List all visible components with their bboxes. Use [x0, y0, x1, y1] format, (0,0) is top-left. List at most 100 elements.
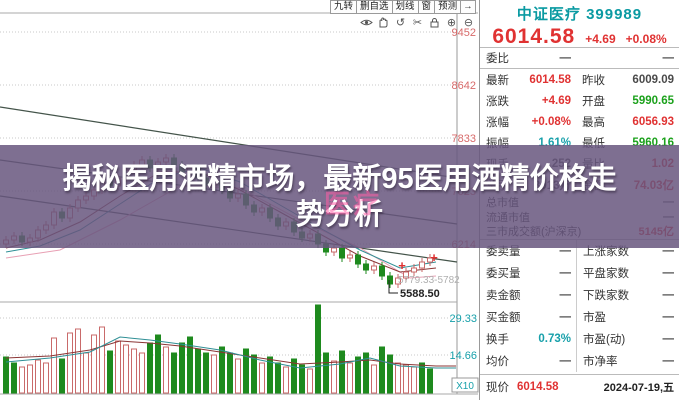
quote-cell: 涨跌 +4.69: [480, 90, 576, 111]
toolbar-button-3[interactable]: 划线: [391, 0, 419, 14]
field-value: —: [662, 310, 675, 323]
volume-bar: [203, 352, 209, 394]
volume-bar: [371, 364, 377, 394]
volume-bar: [379, 346, 385, 394]
caption-overlay: 揭秘医用酒精市场，最新95医用酒精价格走 势分析: [0, 145, 679, 248]
volume-bar: [147, 342, 153, 394]
quote-cell: 下跌家数 —: [576, 283, 679, 306]
quote-cell: 均价 —: [480, 350, 576, 372]
volume-ma-teal: [5, 336, 456, 369]
volume-unit-box: [451, 377, 479, 393]
zoom-in-icon[interactable]: ⊕: [446, 17, 457, 29]
field-value: 6056.93: [632, 115, 674, 128]
volume-bar: [283, 366, 289, 394]
field-value: —: [662, 266, 675, 279]
volume-bar: [115, 340, 121, 394]
candle: [355, 254, 361, 265]
volume-bar: [291, 358, 297, 394]
field-label: 上涨家数: [583, 245, 629, 258]
buy-signal-plus-marker: +: [430, 250, 438, 265]
toolbar-button-2[interactable]: 删自选: [356, 0, 393, 14]
volume-bar: [195, 348, 201, 394]
field-label: 卖金额: [486, 289, 521, 302]
field-value: —: [559, 52, 572, 64]
quote-cell: 买金额 —: [480, 306, 576, 328]
scissors-icon[interactable]: ✂: [412, 17, 423, 29]
volume-bar: [307, 368, 313, 394]
field-label: 市盈: [583, 311, 606, 324]
volume-bar: [107, 350, 113, 394]
quote-row: 均价 — 市净率 —: [480, 349, 679, 372]
quote-cell: 市净率 —: [576, 349, 679, 372]
lock-icon[interactable]: [428, 16, 441, 29]
volume-bar: [299, 364, 305, 394]
volume-bar: [339, 350, 345, 394]
kline-chart[interactable]: 9452864278337023621429.3314.66X105779.33…: [0, 0, 479, 400]
field-value: +4.69: [541, 94, 571, 107]
field-label: 委买量: [486, 267, 521, 280]
chart-toolbar: 九转 删自选 划线窗预测 →: [330, 0, 476, 14]
quote-row: 换手 0.73% 市盈(动) —: [480, 327, 679, 350]
volume-bar: [171, 352, 177, 394]
field-label: 涨幅: [486, 116, 509, 129]
volume-bar: [139, 352, 145, 394]
toolbar-button-5[interactable]: 预测: [434, 0, 462, 14]
volume-bar: [411, 366, 417, 394]
field-value: —: [662, 244, 675, 257]
toolbar-button-1[interactable]: 九转: [330, 0, 358, 14]
caption-line2: 势分析: [295, 198, 383, 231]
field-value: —: [662, 288, 675, 301]
field-value: 6009.09: [632, 73, 674, 86]
quote-row: 买金额 — 市盈 —: [480, 305, 679, 328]
volume-bar: [43, 362, 49, 394]
quote-row: 涨幅 +0.08% 最高 6056.93: [480, 111, 679, 132]
index-name-code: 中证医疗 399989: [480, 0, 679, 24]
volume-bar: [91, 334, 97, 394]
field-label: 昨收: [582, 74, 605, 87]
field-label: 开盘: [582, 95, 605, 108]
field-label: 平盘家数: [583, 267, 629, 280]
volume-bar: [35, 359, 41, 394]
toolbar-button-4[interactable]: 窗: [417, 0, 436, 14]
quote-cell: 卖金额 —: [480, 284, 576, 306]
field-value: —: [559, 288, 572, 301]
quote-cell: 最新 6014.58: [480, 69, 576, 90]
field-value: —: [559, 266, 572, 279]
quote-cell: —: [576, 48, 679, 68]
candle: [395, 277, 401, 285]
volume-bar: [403, 364, 409, 394]
quote-cell: 平盘家数 —: [576, 261, 679, 284]
field-value: 6014.58: [529, 73, 571, 86]
price-change-pct: +0.08%: [625, 32, 667, 46]
volume-bar: [163, 346, 169, 394]
field-label: 市盈(动): [583, 333, 626, 346]
volume-bar: [67, 332, 73, 394]
quote-cell: 涨幅 +0.08%: [480, 111, 576, 132]
eye-icon[interactable]: [360, 16, 373, 29]
volume-bar: [59, 358, 65, 394]
field-label: 委卖量: [486, 245, 521, 258]
volume-bar: [211, 354, 217, 394]
hand-icon[interactable]: [377, 16, 390, 29]
collapse-panel-arrow-icon[interactable]: →: [460, 0, 476, 14]
price-change: +4.69: [585, 32, 616, 46]
field-value: —: [559, 244, 572, 257]
volume-bar: [251, 354, 257, 394]
price-row: 6014.58 +4.69 +0.08%: [480, 25, 679, 49]
quote-footer: 现价 6014.58 2024-07-19,五: [480, 374, 679, 398]
volume-bar: [187, 336, 193, 394]
quote-cell: 委卖量 —: [480, 240, 576, 262]
undo-icon[interactable]: ↺: [395, 17, 406, 29]
trade-date: 2024-07-19,五: [603, 381, 674, 394]
candle: [363, 263, 369, 271]
field-value: —: [559, 354, 572, 367]
volume-bar: [267, 356, 273, 394]
volume-bar: [123, 344, 129, 394]
zoom-out-icon[interactable]: ⊖: [463, 17, 474, 29]
volume-axis-label: 14.66: [449, 350, 477, 362]
volume-axis-label: 29.33: [449, 313, 477, 325]
quote-row: 卖金额 — 下跌家数 —: [480, 283, 679, 306]
volume-bar: [19, 366, 25, 394]
candle: [331, 247, 337, 253]
quote-row: 委买量 — 平盘家数 —: [480, 261, 679, 284]
